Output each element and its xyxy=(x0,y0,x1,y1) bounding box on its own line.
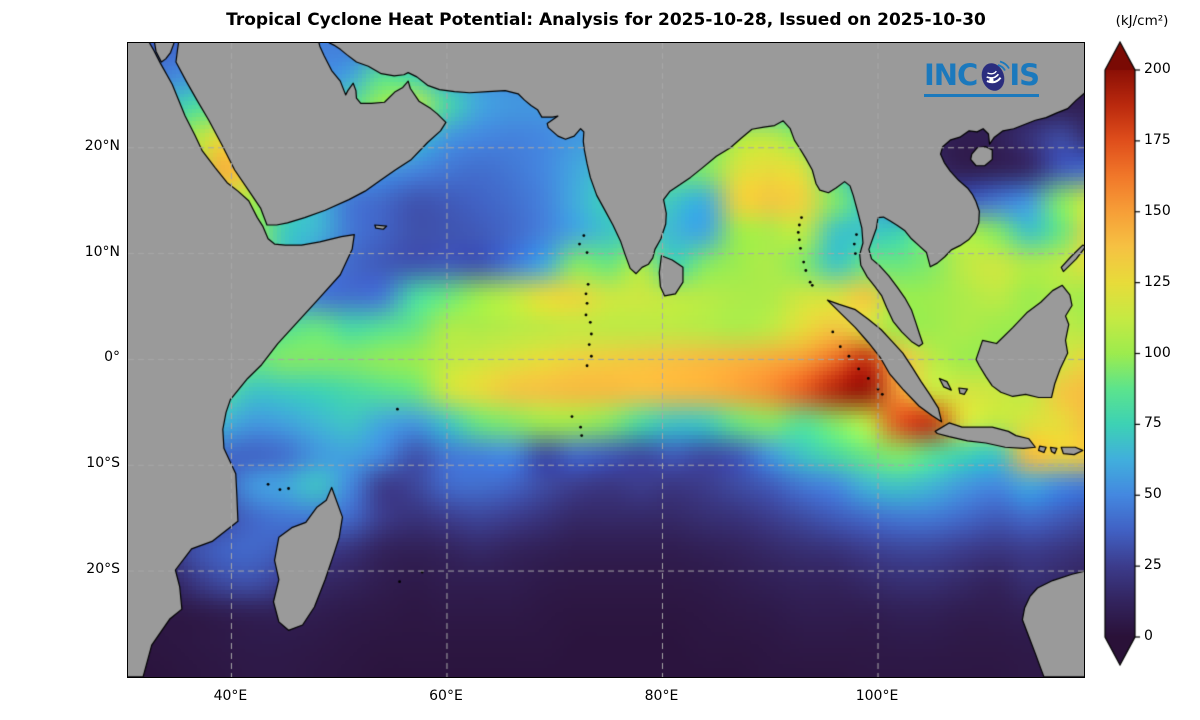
colorbar-tick-label: 200 xyxy=(1144,61,1171,77)
y-tick-label: 20°S xyxy=(86,561,120,578)
colorbar-tick-label: 125 xyxy=(1144,273,1171,290)
logo-text-inc: INC xyxy=(924,57,978,92)
colorbar-tick-label: 100 xyxy=(1144,344,1171,361)
colorbar-tick-label: 75 xyxy=(1144,415,1162,432)
colorbar-tick-label: 175 xyxy=(1144,131,1171,148)
colorbar-tick-label: 50 xyxy=(1144,486,1162,503)
x-tick-label: 40°E xyxy=(213,688,248,704)
logo-text-is: IS xyxy=(1009,57,1040,92)
map-canvas xyxy=(128,43,1084,677)
x-tick-label: 60°E xyxy=(429,688,463,704)
map-panel: INC IS xyxy=(127,42,1085,678)
satellite-dish-icon xyxy=(982,60,1011,91)
y-tick-label: 10°N xyxy=(84,243,120,260)
chart-title: Tropical Cyclone Heat Potential: Analysi… xyxy=(226,10,986,30)
y-tick-label: 20°N xyxy=(84,137,120,154)
colorbar-tick-label: 0 xyxy=(1144,628,1153,644)
colorbar-canvas xyxy=(1100,28,1146,688)
incois-logo: INC IS xyxy=(924,57,1040,97)
y-tick-label: 10°S xyxy=(86,455,120,472)
x-tick-label: 80°E xyxy=(644,688,679,704)
x-tick-label: 100°E xyxy=(855,688,899,704)
colorbar-tick-label: 150 xyxy=(1144,202,1171,219)
colorbar-tick-label: 25 xyxy=(1144,557,1162,574)
y-tick-label: 0° xyxy=(104,349,120,366)
colorbar-units-label: (kJ/cm²) xyxy=(1115,13,1169,29)
